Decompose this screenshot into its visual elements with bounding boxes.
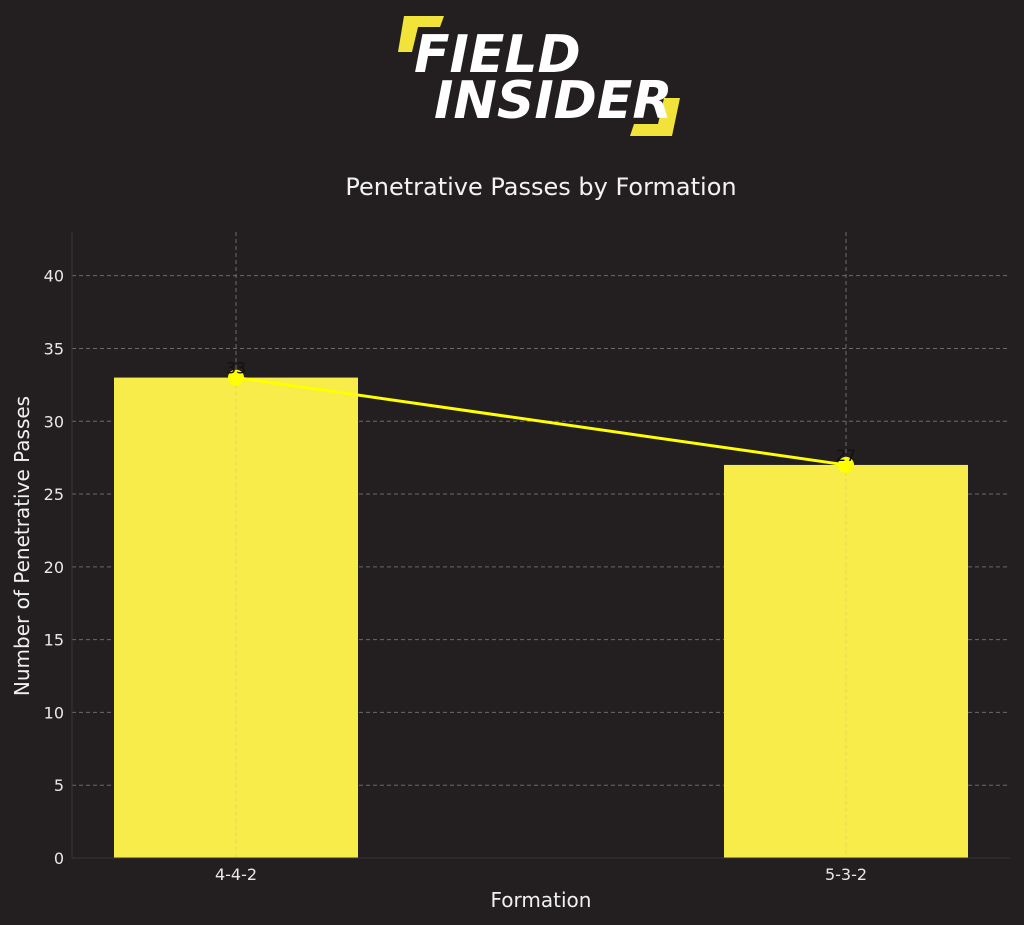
y-tick-label-10: 10 (44, 703, 64, 722)
trend-line (235, 376, 847, 467)
x-tick-label-4-4-2: 4-4-2 (215, 865, 257, 884)
y-tick-label-30: 30 (44, 412, 64, 431)
ticks: 0 5 10 15 20 25 30 35 40 4-4-2 5-3-2 (44, 267, 867, 884)
y-tick-label-0: 0 (54, 849, 64, 868)
logo-line-2: INSIDER (434, 71, 672, 131)
data-label-4-4-2: 33 (226, 359, 246, 378)
line-point-5-3-2 (838, 456, 854, 473)
x-axis-title: Formation (491, 888, 592, 912)
bars (114, 377, 968, 858)
y-tick-label-35: 35 (44, 339, 64, 358)
y-tick-label-15: 15 (44, 631, 64, 650)
y-tick-label-25: 25 (44, 485, 64, 504)
chart-title: Penetrative Passes by Formation (345, 173, 736, 201)
line-point-4-4-2 (228, 369, 244, 386)
logo-bracket-bottom-right (630, 98, 680, 136)
y-axis-title: Number of Penetrative Passes (10, 396, 34, 696)
logo-line-1: FIELD (414, 25, 581, 85)
logo-bracket-top-left (398, 16, 444, 52)
y-tick-label-5: 5 (54, 776, 64, 795)
field-insider-logo: FIELD INSIDER (398, 16, 680, 136)
x-tick-label-5-3-2: 5-3-2 (825, 865, 867, 884)
line-series: 33 27 (226, 359, 856, 473)
y-tick-label-20: 20 (44, 558, 64, 577)
data-label-5-3-2: 27 (836, 446, 856, 465)
axes (71, 232, 1010, 859)
y-tick-label-40: 40 (44, 267, 64, 286)
